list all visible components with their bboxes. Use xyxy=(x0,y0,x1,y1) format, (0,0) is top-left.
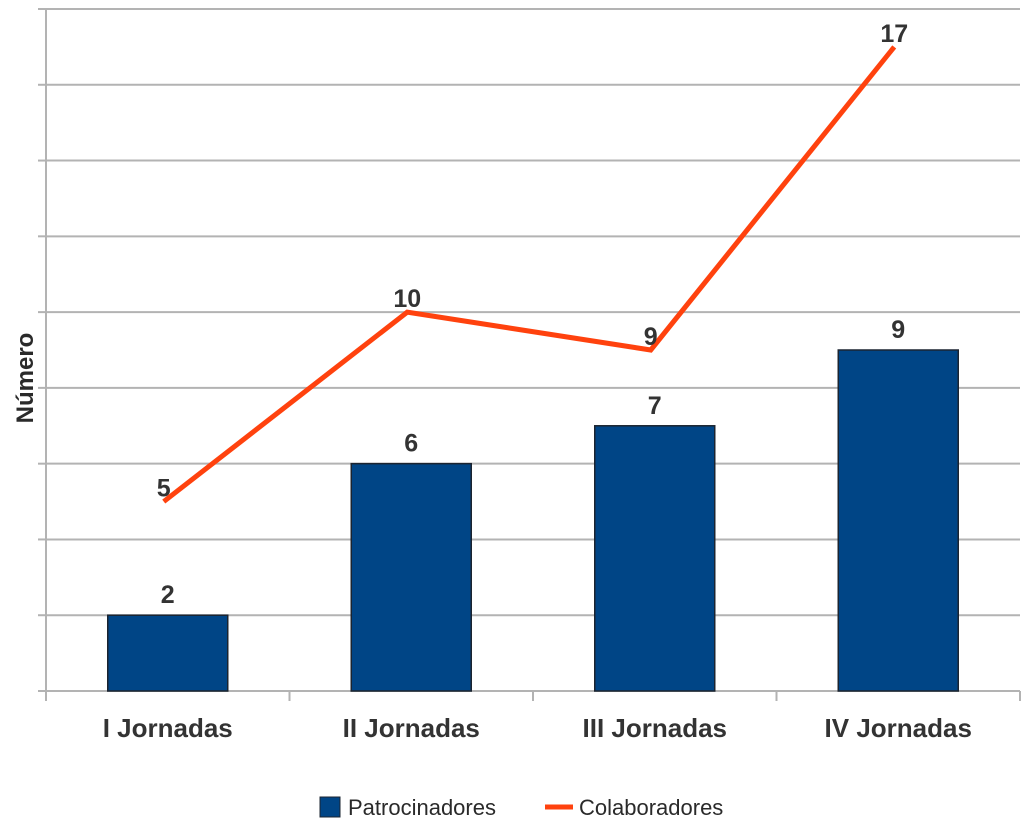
bar-data-label: 7 xyxy=(648,392,662,420)
legend: Patrocinadores Colaboradores xyxy=(320,795,723,820)
x-tick-label: IV Jornadas xyxy=(825,713,972,743)
bar-series xyxy=(108,350,959,691)
x-tick-labels: I Jornadas II Jornadas III Jornadas IV Jorn… xyxy=(46,691,1020,743)
legend-label-patrocinadores: Patrocinadores xyxy=(348,795,496,820)
x-tick-label: III Jornadas xyxy=(583,713,728,743)
legend-swatch-patrocinadores xyxy=(320,797,340,817)
series-line-colaboradores xyxy=(164,47,895,502)
bar xyxy=(351,464,471,691)
line-data-label: 17 xyxy=(880,20,908,48)
legend-label-colaboradores: Colaboradores xyxy=(579,795,723,820)
bar-data-label: 6 xyxy=(404,430,418,458)
data-labels: 2 6 7 9 5 10 9 17 xyxy=(157,20,908,609)
bar xyxy=(108,615,228,691)
line-data-label: 5 xyxy=(157,475,171,503)
x-tick-label: I Jornadas xyxy=(103,713,233,743)
bar-data-label: 2 xyxy=(161,581,175,609)
line-series xyxy=(164,47,895,502)
line-data-label: 9 xyxy=(644,323,658,351)
bar xyxy=(595,426,715,691)
line-data-label: 10 xyxy=(393,285,421,313)
bar xyxy=(838,350,958,691)
y-axis-title: Número xyxy=(12,333,39,424)
bar-data-label: 9 xyxy=(891,316,905,344)
x-tick-label: II Jornadas xyxy=(343,713,480,743)
